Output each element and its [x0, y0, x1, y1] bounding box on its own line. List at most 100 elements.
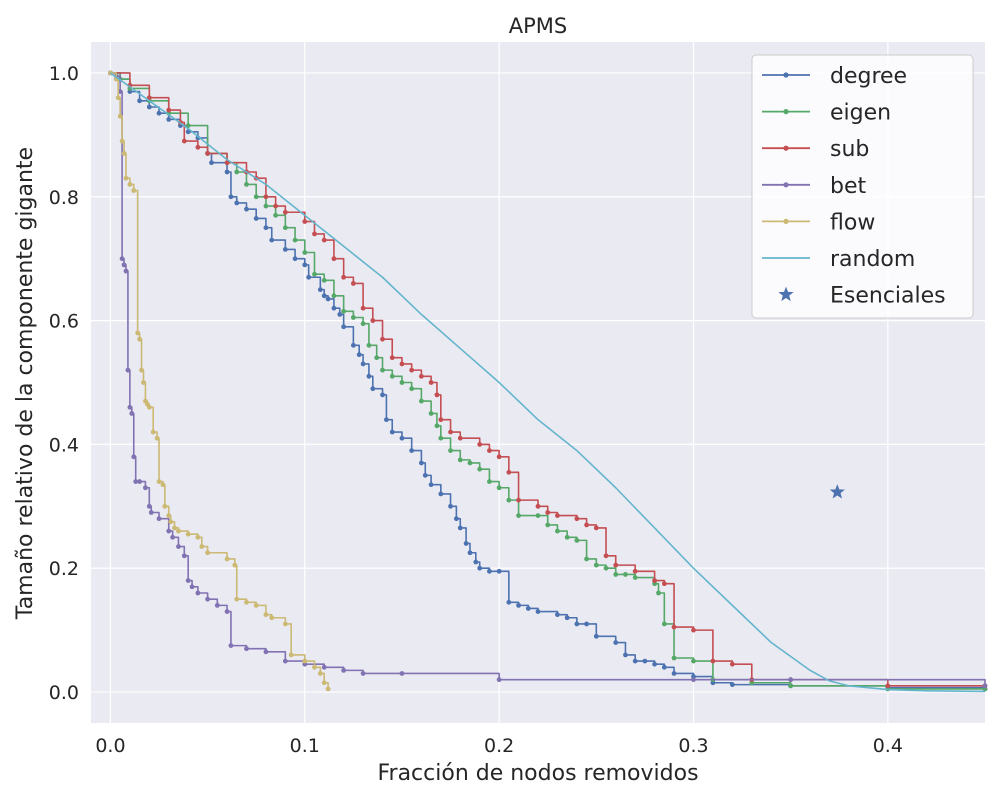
series-random: [109, 72, 986, 693]
data-point: [555, 612, 560, 618]
data-point: [205, 151, 211, 156]
data-point: [360, 361, 366, 367]
data-point: [306, 274, 312, 280]
data-point: [337, 312, 343, 317]
legend-marker: [783, 72, 789, 78]
legend-entry-eigen: eigen: [762, 101, 891, 126]
data-point: [574, 621, 580, 627]
data-point: [632, 658, 638, 664]
legend-marker: [783, 182, 789, 188]
data-point: [185, 578, 191, 584]
data-point: [428, 411, 434, 416]
data-point: [133, 479, 139, 484]
data-point: [269, 237, 275, 243]
data-point: [360, 671, 366, 676]
data-point: [317, 671, 323, 676]
data-point: [691, 627, 696, 633]
data-point: [195, 590, 201, 596]
data-point: [135, 330, 141, 336]
data-point: [613, 572, 619, 577]
legend-label: Esenciales: [830, 284, 946, 309]
data-point: [453, 516, 459, 522]
legend-label: bet: [830, 174, 867, 199]
data-point: [564, 615, 570, 621]
data-point: [409, 448, 415, 453]
data-point: [302, 658, 308, 664]
data-point: [131, 188, 137, 193]
data-point: [671, 655, 677, 661]
data-point: [244, 599, 249, 605]
data-point: [273, 212, 279, 218]
data-point: [438, 417, 444, 423]
data-point: [121, 151, 127, 156]
data-point: [457, 435, 463, 441]
data-point: [317, 287, 323, 293]
data-point: [457, 525, 463, 531]
data-point: [341, 667, 347, 673]
legend-label: flow: [830, 210, 875, 235]
points-layer: [829, 484, 845, 499]
data-point: [380, 336, 385, 342]
data-point: [185, 123, 191, 128]
data-point: [176, 528, 181, 534]
data-point: [331, 305, 337, 311]
data-point: [477, 442, 483, 447]
data-point: [146, 95, 152, 101]
data-point: [143, 485, 148, 491]
data-point: [729, 661, 735, 667]
data-point: [496, 568, 502, 574]
legend-entries: degree eigen sub bet flow random Esenciales: [762, 64, 946, 309]
data-point: [593, 525, 599, 531]
data-point: [146, 503, 152, 509]
data-point: [325, 686, 331, 692]
legend-entry-esenciales: Esenciales: [778, 284, 946, 309]
data-point: [331, 293, 337, 299]
data-point: [448, 429, 453, 435]
data-point: [146, 404, 152, 410]
data-point: [448, 503, 453, 509]
data-point: [224, 609, 230, 614]
series-line-random: [109, 72, 986, 693]
data-point: [656, 590, 661, 596]
data-point: [263, 649, 269, 655]
data-point: [584, 556, 589, 562]
data-point: [380, 367, 385, 373]
data-point: [214, 602, 220, 608]
data-point: [302, 250, 308, 255]
data-point: [224, 160, 230, 166]
data-point: [263, 194, 269, 200]
data-point: [156, 516, 162, 522]
data-point: [535, 609, 541, 614]
x-tick-label: 0.0: [95, 735, 125, 757]
data-point: [584, 522, 589, 528]
data-point: [321, 664, 327, 670]
data-point: [119, 256, 125, 262]
data-point: [366, 342, 372, 348]
data-point: [123, 175, 129, 181]
data-point: [131, 454, 137, 460]
data-point: [123, 268, 129, 274]
data-point: [593, 562, 599, 568]
data-point: [232, 562, 238, 568]
data-point: [652, 578, 658, 584]
data-point: [228, 194, 234, 200]
data-point: [244, 206, 249, 212]
data-point: [671, 624, 677, 630]
data-point: [496, 677, 502, 683]
data-point: [312, 231, 317, 237]
legend-label: random: [830, 247, 915, 272]
data-point: [282, 209, 288, 215]
data-point: [341, 274, 347, 280]
data-point: [593, 633, 599, 639]
data-point: [691, 677, 696, 683]
data-point: [302, 219, 308, 224]
data-point: [613, 640, 619, 645]
data-point: [555, 513, 560, 519]
data-point: [356, 352, 362, 358]
data-point: [224, 556, 230, 562]
data-point: [409, 386, 415, 392]
x-axis-label: Fracción de nodos removidos: [377, 761, 698, 786]
legend-label: eigen: [830, 101, 891, 126]
data-point: [496, 454, 502, 460]
data-point: [555, 528, 560, 534]
